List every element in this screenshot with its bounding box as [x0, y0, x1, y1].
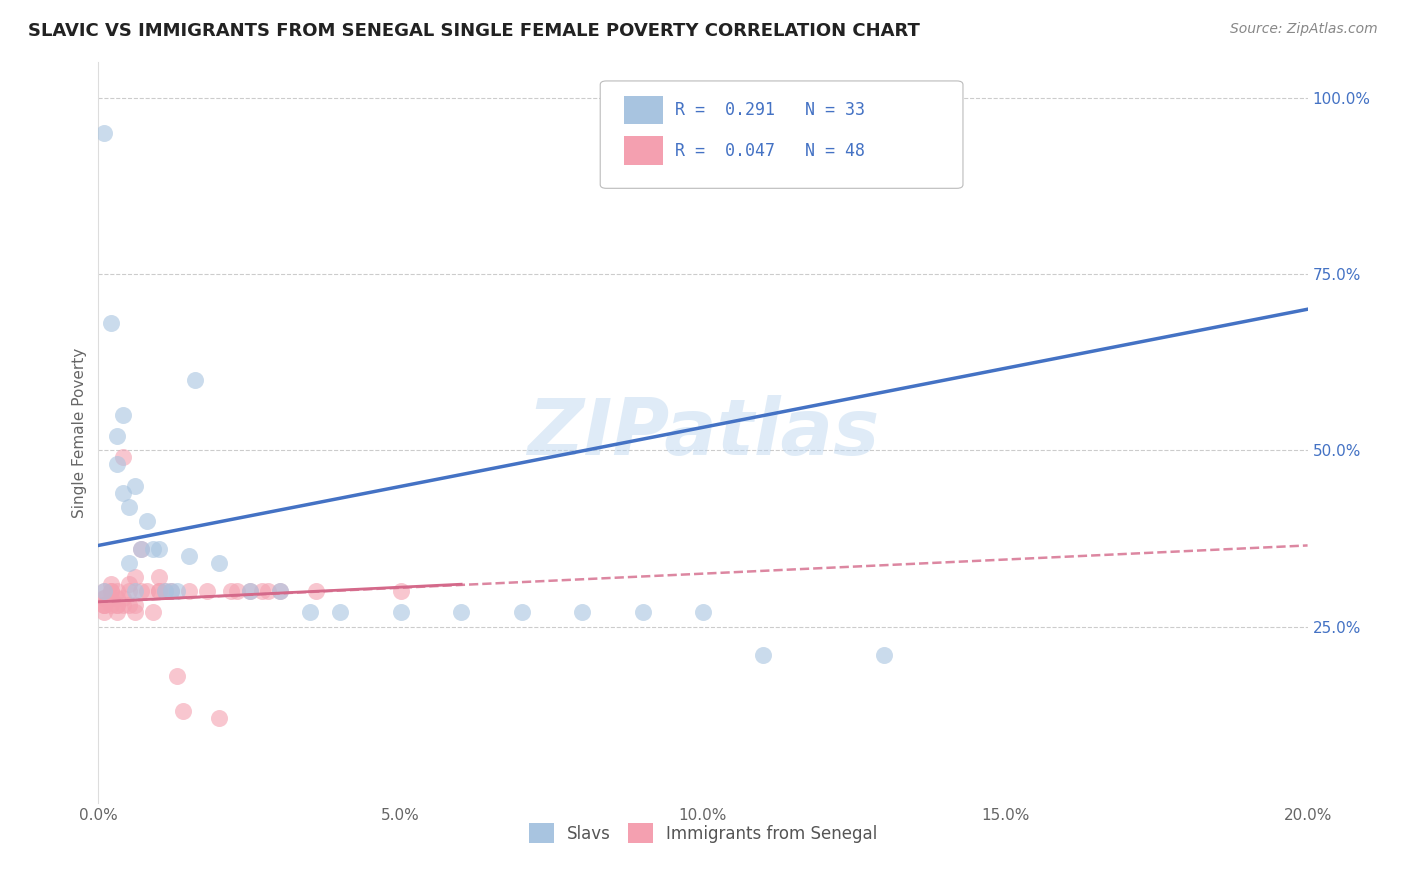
- Point: [124, 584, 146, 599]
- Point: [93, 599, 115, 613]
- Bar: [624, 136, 664, 165]
- Point: [142, 606, 165, 620]
- Point: [111, 485, 134, 500]
- Point: [269, 584, 291, 599]
- Point: [148, 570, 170, 584]
- Point: [153, 584, 176, 599]
- Point: [93, 584, 115, 599]
- Point: [93, 591, 115, 606]
- Point: [118, 556, 141, 570]
- Point: [221, 584, 243, 599]
- Point: [299, 606, 322, 620]
- Point: [93, 584, 115, 599]
- Point: [93, 599, 115, 613]
- Point: [105, 606, 128, 620]
- Point: [148, 541, 170, 556]
- Point: [100, 591, 122, 606]
- Point: [105, 458, 128, 472]
- Point: [208, 556, 231, 570]
- Point: [153, 584, 176, 599]
- Point: [148, 584, 170, 599]
- Point: [269, 584, 291, 599]
- Point: [135, 514, 157, 528]
- Point: [129, 584, 152, 599]
- Text: ZIPatlas: ZIPatlas: [527, 394, 879, 471]
- Point: [124, 478, 146, 492]
- Point: [179, 584, 201, 599]
- Point: [160, 584, 183, 599]
- Point: [118, 584, 141, 599]
- Point: [100, 584, 122, 599]
- Point: [135, 584, 157, 599]
- Point: [100, 577, 122, 591]
- Point: [329, 606, 352, 620]
- Point: [111, 408, 134, 422]
- Point: [389, 606, 412, 620]
- Point: [305, 584, 328, 599]
- Point: [118, 500, 141, 514]
- Point: [239, 584, 262, 599]
- Point: [510, 606, 533, 620]
- Text: R =  0.047   N = 48: R = 0.047 N = 48: [675, 142, 865, 160]
- Point: [100, 584, 122, 599]
- Point: [129, 541, 152, 556]
- Point: [239, 584, 262, 599]
- Point: [692, 606, 714, 620]
- Point: [93, 591, 115, 606]
- Point: [166, 584, 188, 599]
- Point: [100, 316, 122, 330]
- Point: [129, 541, 152, 556]
- Point: [631, 606, 654, 620]
- Point: [93, 599, 115, 613]
- Point: [160, 584, 183, 599]
- Point: [118, 599, 141, 613]
- Text: R =  0.291   N = 33: R = 0.291 N = 33: [675, 101, 865, 119]
- Point: [118, 577, 141, 591]
- Point: [142, 541, 165, 556]
- Point: [111, 591, 134, 606]
- Point: [105, 599, 128, 613]
- Point: [184, 373, 207, 387]
- Bar: [624, 95, 664, 124]
- Point: [179, 549, 201, 563]
- Point: [148, 584, 170, 599]
- Point: [172, 704, 194, 718]
- Point: [100, 599, 122, 613]
- Point: [124, 606, 146, 620]
- Point: [166, 669, 188, 683]
- Point: [208, 711, 231, 725]
- Point: [111, 450, 134, 465]
- Point: [571, 606, 593, 620]
- Point: [250, 584, 273, 599]
- Point: [195, 584, 218, 599]
- Point: [105, 599, 128, 613]
- Point: [111, 599, 134, 613]
- Point: [105, 429, 128, 443]
- FancyBboxPatch shape: [600, 81, 963, 188]
- Point: [226, 584, 249, 599]
- Point: [93, 126, 115, 140]
- Point: [105, 584, 128, 599]
- Text: Source: ZipAtlas.com: Source: ZipAtlas.com: [1230, 22, 1378, 37]
- Y-axis label: Single Female Poverty: Single Female Poverty: [72, 348, 87, 517]
- Point: [873, 648, 896, 662]
- Point: [124, 570, 146, 584]
- Point: [256, 584, 278, 599]
- Point: [124, 599, 146, 613]
- Point: [450, 606, 472, 620]
- Legend: Slavs, Immigrants from Senegal: Slavs, Immigrants from Senegal: [522, 816, 884, 850]
- Point: [752, 648, 775, 662]
- Point: [389, 584, 412, 599]
- Text: SLAVIC VS IMMIGRANTS FROM SENEGAL SINGLE FEMALE POVERTY CORRELATION CHART: SLAVIC VS IMMIGRANTS FROM SENEGAL SINGLE…: [28, 22, 920, 40]
- Point: [105, 591, 128, 606]
- Point: [93, 606, 115, 620]
